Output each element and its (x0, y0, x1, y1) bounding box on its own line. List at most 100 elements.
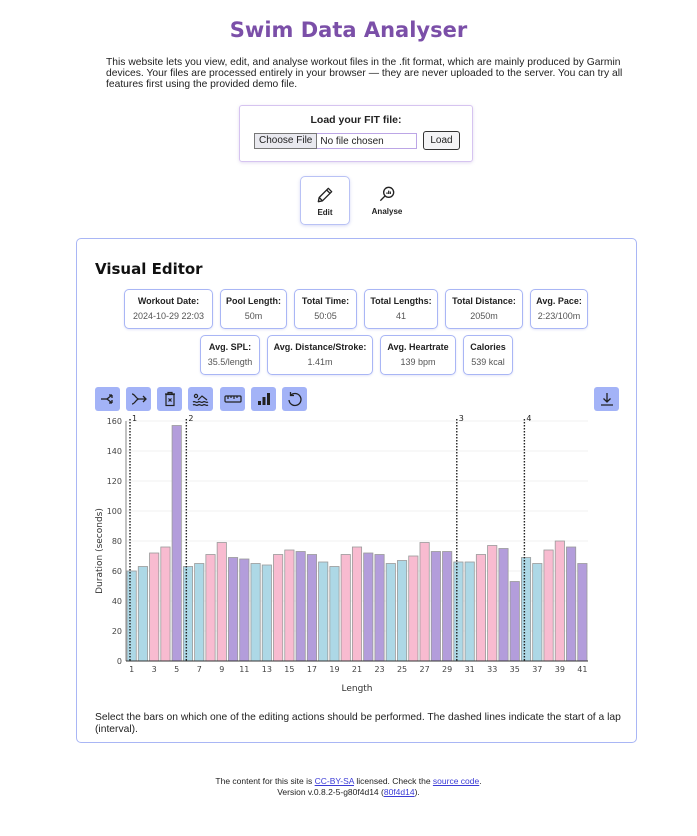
choose-file-button[interactable]: Choose File (254, 132, 318, 149)
length-bar[interactable] (194, 563, 205, 662)
x-tick-label: 9 (219, 665, 224, 674)
edit-label: Edit (317, 208, 333, 217)
length-bar[interactable] (374, 554, 385, 662)
length-bar[interactable] (554, 540, 565, 662)
length-bar[interactable] (239, 558, 250, 662)
length-bar[interactable] (464, 561, 475, 662)
y-axis-label: Duration (seconds) (95, 508, 105, 594)
length-bar[interactable] (295, 551, 306, 662)
length-bar[interactable] (250, 563, 261, 662)
undo-button[interactable] (282, 387, 307, 411)
delete-button[interactable] (157, 387, 182, 411)
stat-pool-length: Pool Length: 50m (220, 289, 287, 329)
y-tick-label: 160 (107, 417, 122, 426)
intro-text: This website lets you view, edit, and an… (106, 57, 623, 90)
y-tick-label: 40 (112, 597, 122, 606)
file-input[interactable]: Choose File No file chosen (254, 132, 417, 149)
length-bar[interactable] (577, 563, 588, 662)
pool-length-button[interactable] (220, 387, 245, 411)
y-tick-label: 80 (112, 537, 122, 546)
edit-mode-button[interactable]: Edit (300, 176, 350, 225)
y-tick-label: 120 (107, 477, 122, 486)
x-tick-label: 25 (397, 665, 407, 674)
length-bar[interactable] (408, 555, 419, 662)
stat-total-time: Total Time: 50:05 (294, 289, 357, 329)
length-bar[interactable] (363, 552, 374, 662)
lap-marker-label: 1 (132, 414, 137, 423)
length-bar[interactable] (228, 557, 239, 662)
license-link[interactable]: CC-BY-SA (314, 776, 354, 786)
length-bar[interactable] (543, 549, 554, 662)
load-button[interactable]: Load (423, 131, 460, 150)
x-tick-label: 11 (239, 665, 249, 674)
x-tick-label: 31 (465, 665, 475, 674)
length-bar[interactable] (566, 546, 577, 662)
length-bar[interactable] (318, 561, 329, 662)
length-bar[interactable] (385, 563, 396, 662)
length-bar[interactable] (261, 564, 272, 662)
footer: The content for this site is CC-BY-SA li… (215, 776, 482, 797)
length-bar[interactable] (419, 542, 430, 662)
length-bar[interactable] (430, 551, 441, 662)
y-tick-label: 100 (107, 507, 122, 516)
merge-lap-icon (131, 393, 147, 405)
x-tick-label: 21 (352, 665, 362, 674)
pencil-icon (317, 187, 333, 203)
y-tick-label: 140 (107, 447, 122, 456)
x-tick-label: 1 (129, 665, 134, 674)
source-code-link[interactable]: source code (432, 776, 480, 786)
length-bar[interactable] (329, 566, 340, 662)
x-tick-label: 35 (510, 665, 520, 674)
analyse-mode-button[interactable]: Analyse (362, 176, 412, 225)
length-bar[interactable] (306, 554, 317, 662)
x-axis-label: Length (341, 684, 372, 694)
length-bar[interactable] (532, 563, 543, 662)
x-tick-label: 33 (487, 665, 497, 674)
stat-workout-date: Workout Date: 2024-10-29 22:03 (124, 289, 213, 329)
length-bar[interactable] (137, 566, 148, 662)
y-tick-label: 20 (112, 627, 122, 636)
editor-title: Visual Editor (95, 260, 203, 278)
split-lap-icon (100, 394, 113, 404)
loader-label: Load your FIT file: (310, 114, 402, 126)
length-bar[interactable] (171, 425, 182, 662)
x-tick-label: 17 (307, 665, 317, 674)
length-bar[interactable] (182, 566, 194, 662)
length-bar[interactable] (397, 560, 408, 662)
magnifier-chart-icon (379, 186, 395, 202)
split-lap-button[interactable] (95, 387, 120, 411)
stat-calories: Calories 539 kcal (463, 335, 513, 375)
length-bar[interactable] (509, 581, 520, 662)
x-tick-label: 19 (329, 665, 339, 674)
length-bar[interactable] (149, 552, 160, 662)
stat-avg-spl: Avg. SPL: 35.5/length (200, 335, 260, 375)
length-bar[interactable] (487, 545, 498, 662)
file-status: No file chosen (320, 135, 384, 147)
length-bar[interactable] (126, 570, 137, 662)
length-bar[interactable] (340, 554, 351, 662)
merge-lap-button[interactable] (126, 387, 151, 411)
commit-link[interactable]: 80f4d14 (383, 787, 415, 797)
length-bar[interactable] (498, 548, 509, 662)
delete-icon (164, 391, 175, 407)
length-bar[interactable] (160, 546, 171, 662)
length-bar[interactable] (273, 554, 284, 662)
length-bar[interactable] (442, 551, 453, 662)
stat-total-lengths: Total Lengths: 41 (364, 289, 438, 329)
chart-type-button[interactable] (251, 387, 276, 411)
y-tick-label: 0 (117, 657, 122, 666)
download-icon (600, 393, 613, 406)
x-tick-label: 27 (420, 665, 430, 674)
length-bar[interactable] (520, 557, 532, 662)
length-bar[interactable] (284, 549, 295, 662)
length-bar[interactable] (351, 546, 363, 662)
file-loader: Load your FIT file: Choose File No file … (239, 105, 473, 162)
length-bar[interactable] (475, 554, 486, 662)
length-bar[interactable] (205, 554, 216, 662)
swim-stroke-button[interactable] (188, 387, 213, 411)
length-bar[interactable] (453, 561, 464, 662)
download-button[interactable] (594, 387, 619, 411)
length-bar[interactable] (216, 542, 227, 662)
y-tick-label: 60 (112, 567, 122, 576)
